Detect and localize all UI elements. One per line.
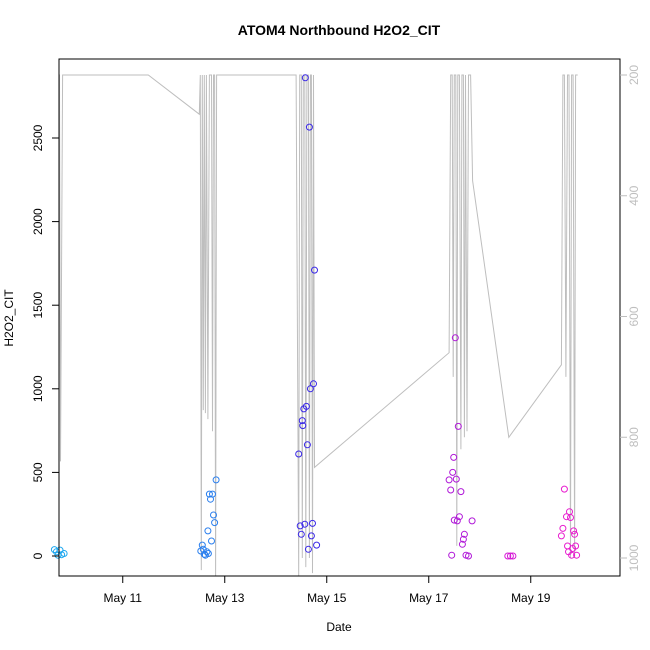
data-point <box>559 524 567 532</box>
x-tick-label: May 13 <box>205 591 245 605</box>
data-point <box>455 513 463 521</box>
data-point <box>458 540 466 548</box>
y2-tick-label: 800 <box>627 427 641 447</box>
data-point <box>570 527 578 535</box>
data-point <box>451 334 459 342</box>
data-point <box>460 530 468 538</box>
x-tick-label: May 19 <box>511 591 551 605</box>
plot-frame <box>58 58 621 577</box>
y-axis: 0 500 1000 1500 2000 2500 <box>31 124 59 559</box>
data-point <box>568 551 576 559</box>
data-point <box>305 123 313 131</box>
data-point <box>310 380 317 388</box>
data-points <box>50 74 581 560</box>
y2-tick-label: 200 <box>627 65 641 85</box>
data-point <box>203 548 211 556</box>
y2-tick-label: 1000 <box>627 544 641 571</box>
data-point <box>303 441 311 449</box>
secondary-series-line <box>59 74 578 576</box>
data-point <box>445 476 453 484</box>
x-axis-label: Date <box>326 620 352 634</box>
data-point <box>504 552 512 560</box>
data-point <box>299 422 307 430</box>
x-tick-label: May 17 <box>409 591 449 605</box>
secondary-y-axis: 200 400 600 800 1000 <box>620 65 641 571</box>
data-point <box>572 542 580 550</box>
data-point <box>302 402 310 410</box>
data-point <box>205 490 213 498</box>
data-point <box>448 551 456 559</box>
y-tick-label: 2500 <box>31 124 45 151</box>
data-point <box>296 522 304 530</box>
data-point <box>563 513 570 521</box>
x-axis: May 11 May 13 May 15 May 17 May 19 <box>104 576 551 605</box>
data-point <box>306 385 314 393</box>
data-point <box>571 530 579 538</box>
data-point <box>198 541 206 549</box>
data-point <box>309 519 316 527</box>
y2-tick-label: 600 <box>627 306 641 326</box>
data-point <box>212 476 220 484</box>
data-point <box>298 417 306 425</box>
data-point <box>311 266 318 274</box>
x-tick-label: May 15 <box>307 591 347 605</box>
data-point <box>459 535 467 543</box>
data-point <box>56 546 64 554</box>
data-point <box>454 422 462 430</box>
data-point <box>560 485 568 493</box>
data-point <box>301 520 309 528</box>
data-point <box>60 550 68 557</box>
secondary-line <box>59 74 578 576</box>
data-point <box>453 517 461 525</box>
data-point <box>204 527 212 535</box>
data-point <box>209 490 216 498</box>
data-point <box>313 541 321 549</box>
y-tick-label: 2000 <box>31 208 45 235</box>
data-point <box>297 530 305 538</box>
data-point <box>295 450 303 458</box>
data-point <box>210 511 217 519</box>
chart-title: ATOM4 Northbound H2O2_CIT <box>238 22 441 38</box>
data-point <box>465 552 472 560</box>
data-point <box>468 517 476 525</box>
data-point <box>509 552 517 560</box>
data-point <box>208 537 215 545</box>
data-point <box>573 551 581 559</box>
data-point <box>450 516 458 524</box>
y-axis-label: H2O2_CIT <box>2 289 16 347</box>
y-tick-label: 1000 <box>31 375 45 402</box>
data-point <box>301 74 309 82</box>
x-tick-label: May 11 <box>104 591 143 605</box>
y-tick-label: 0 <box>31 552 45 559</box>
data-point <box>457 488 465 496</box>
data-point <box>450 453 458 461</box>
data-point <box>447 486 455 494</box>
data-point <box>506 552 514 560</box>
data-point <box>307 532 315 540</box>
y-tick-label: 500 <box>31 462 45 482</box>
data-point <box>449 468 457 476</box>
data-point <box>204 550 212 557</box>
y-tick-label: 1500 <box>31 292 45 319</box>
data-point <box>567 514 574 521</box>
y2-tick-label: 400 <box>627 185 641 205</box>
data-point <box>304 545 312 553</box>
data-point <box>211 519 219 527</box>
data-point <box>452 475 460 483</box>
data-point <box>557 532 565 540</box>
